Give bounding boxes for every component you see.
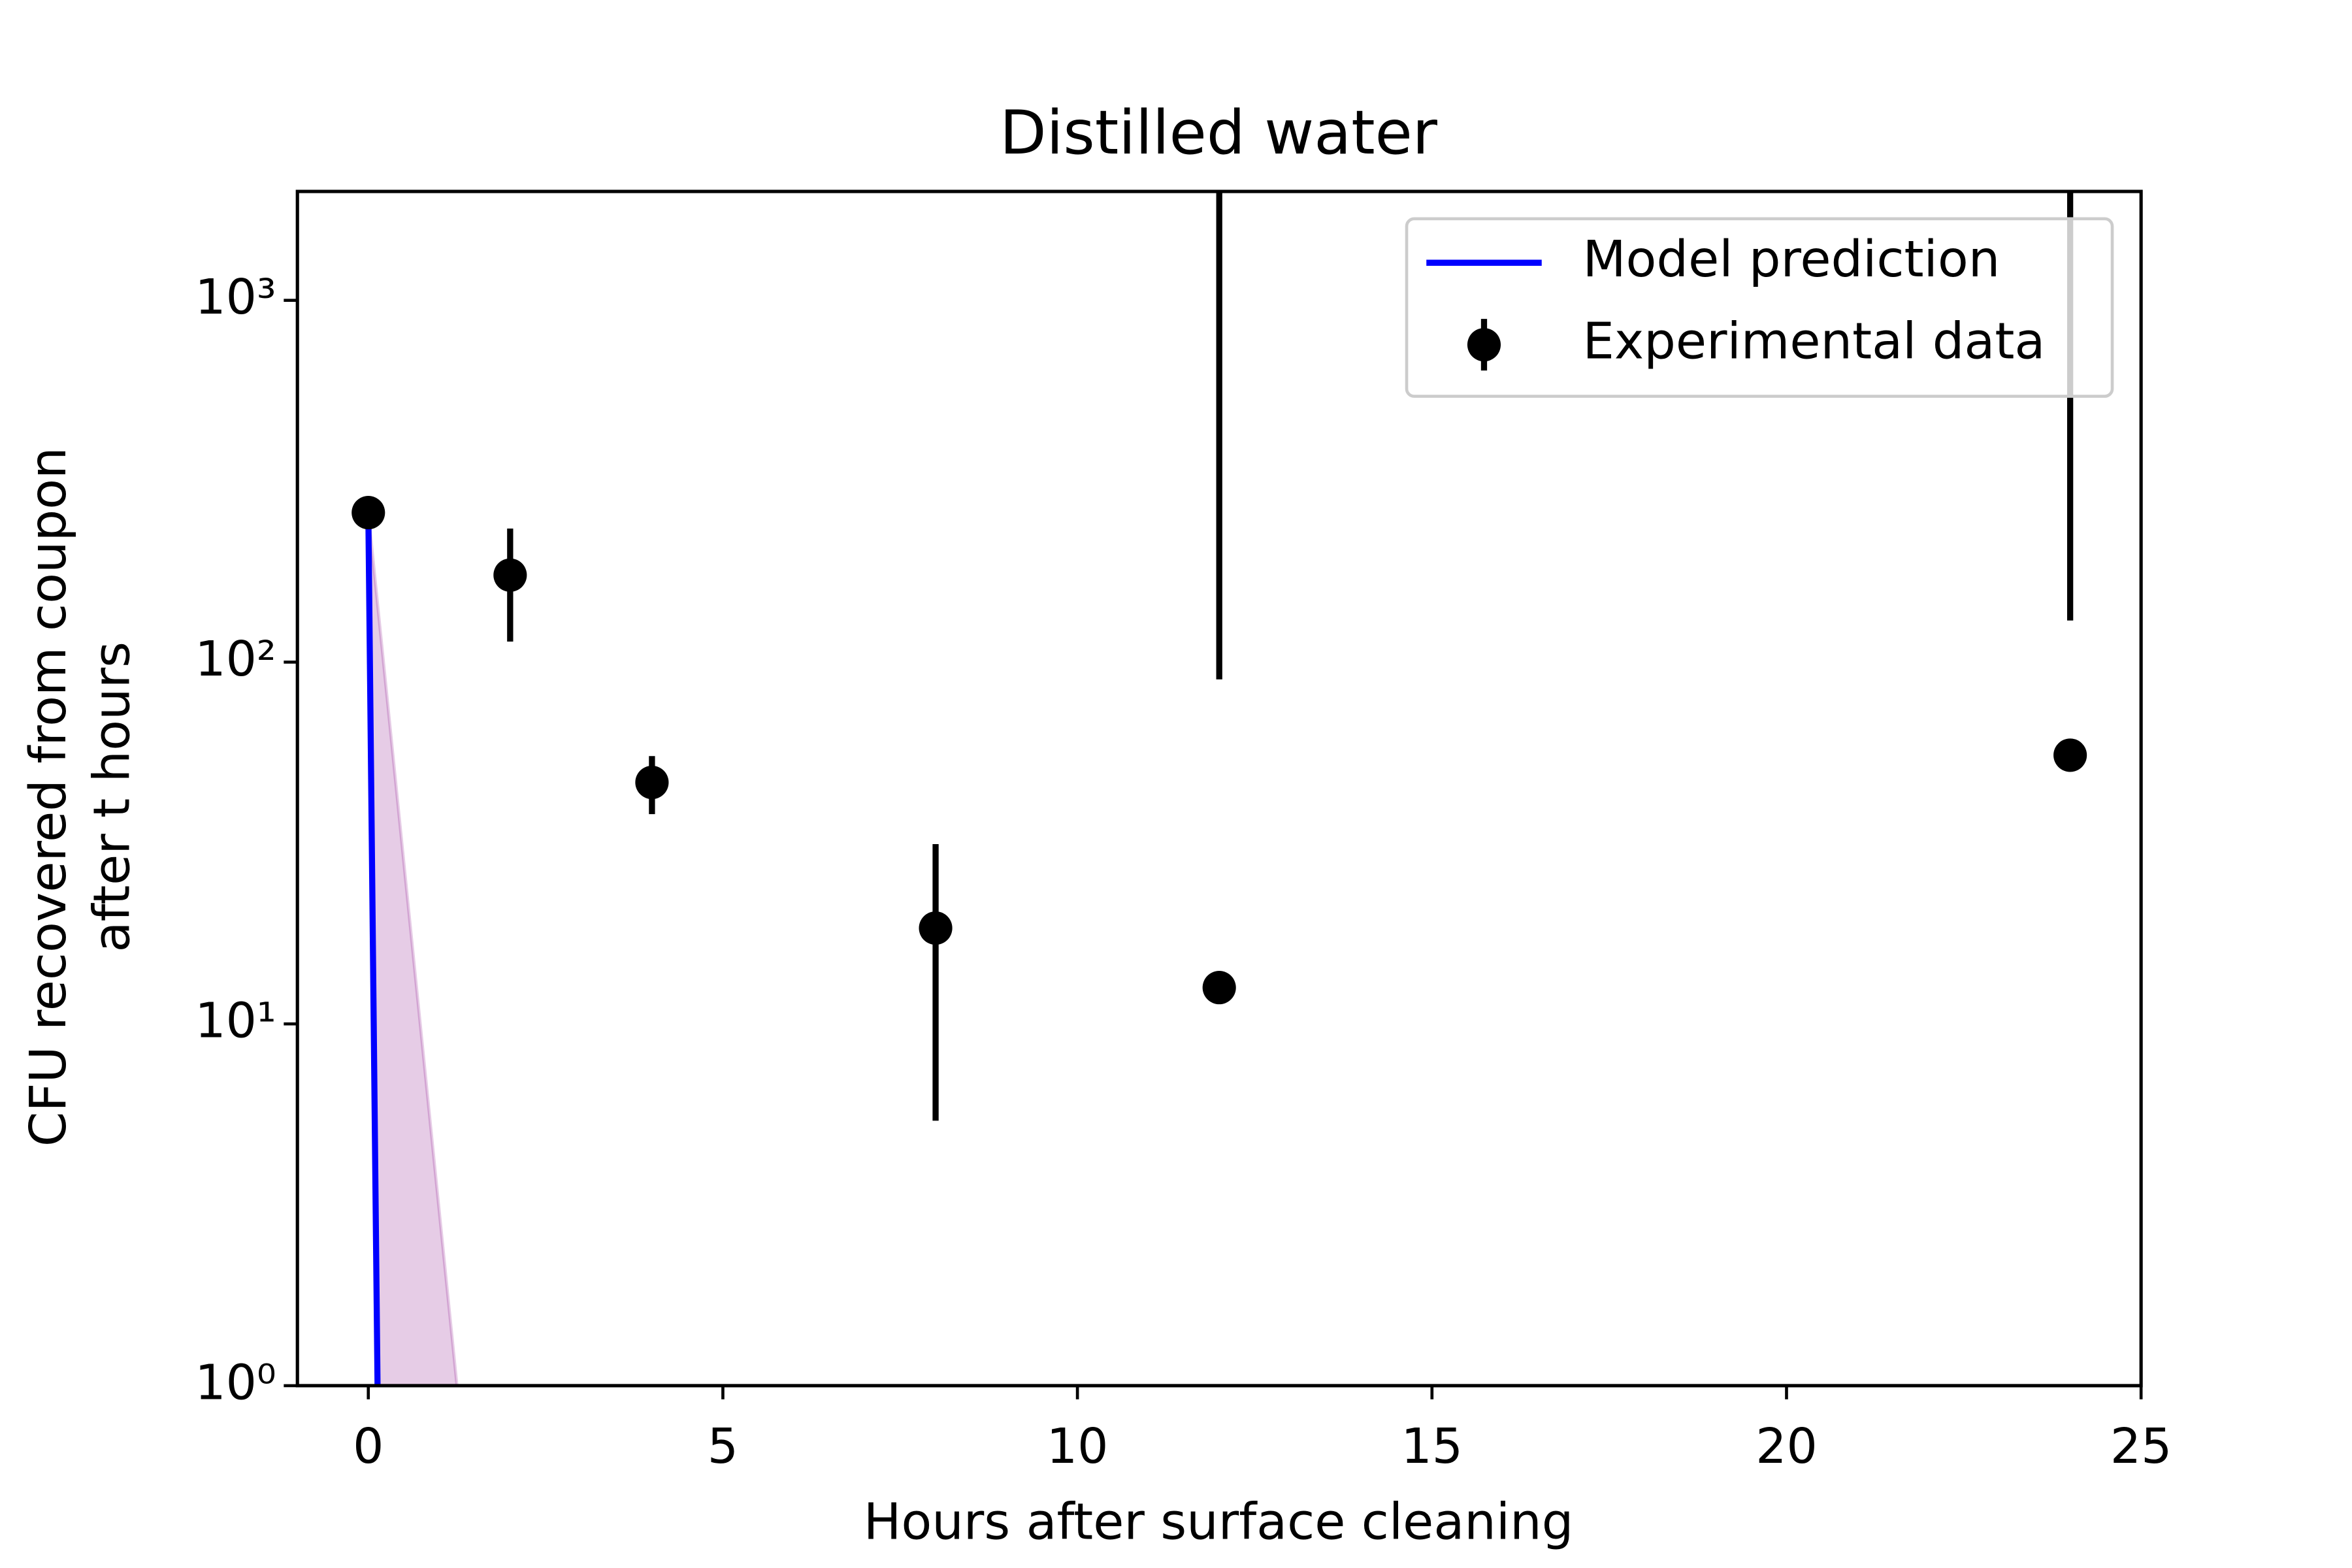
data-point [1202, 971, 1236, 1005]
data-point [635, 766, 669, 800]
data-point [919, 911, 953, 945]
y-axis-label: after t hours [84, 642, 142, 952]
x-axis-label: Hours after surface cleaning [864, 1494, 1574, 1552]
y-axis-label: CFU recovered from coupon [20, 447, 78, 1147]
data-point [351, 496, 385, 530]
x-tick-label: 20 [1756, 1418, 1818, 1475]
x-tick-label: 0 [353, 1418, 384, 1475]
x-tick-label: 10 [1047, 1418, 1109, 1475]
plot-area [351, 191, 2087, 1386]
legend: Model prediction Experimental data [1405, 217, 2114, 398]
chart-title: Distilled water [1000, 97, 1438, 168]
data-point [2053, 738, 2087, 772]
legend-marker [1467, 328, 1501, 362]
model-line [365, 512, 381, 1386]
y-tick-label: 10¹ [195, 992, 276, 1049]
x-tick-label: 5 [708, 1418, 738, 1475]
x-tick-label: 25 [2110, 1418, 2172, 1475]
y-tick-label: 10² [195, 630, 276, 687]
x-tick-label: 15 [1401, 1418, 1463, 1475]
legend-label: Experimental data [1582, 313, 2045, 371]
axes-frame [295, 189, 2143, 1388]
legend-box [1405, 217, 2114, 398]
y-tick-label: 10⁰ [195, 1354, 276, 1411]
y-tick-label: 10³ [195, 269, 276, 325]
prediction-band [367, 512, 459, 1386]
legend-label: Model prediction [1582, 231, 2000, 289]
data-point [493, 558, 527, 592]
